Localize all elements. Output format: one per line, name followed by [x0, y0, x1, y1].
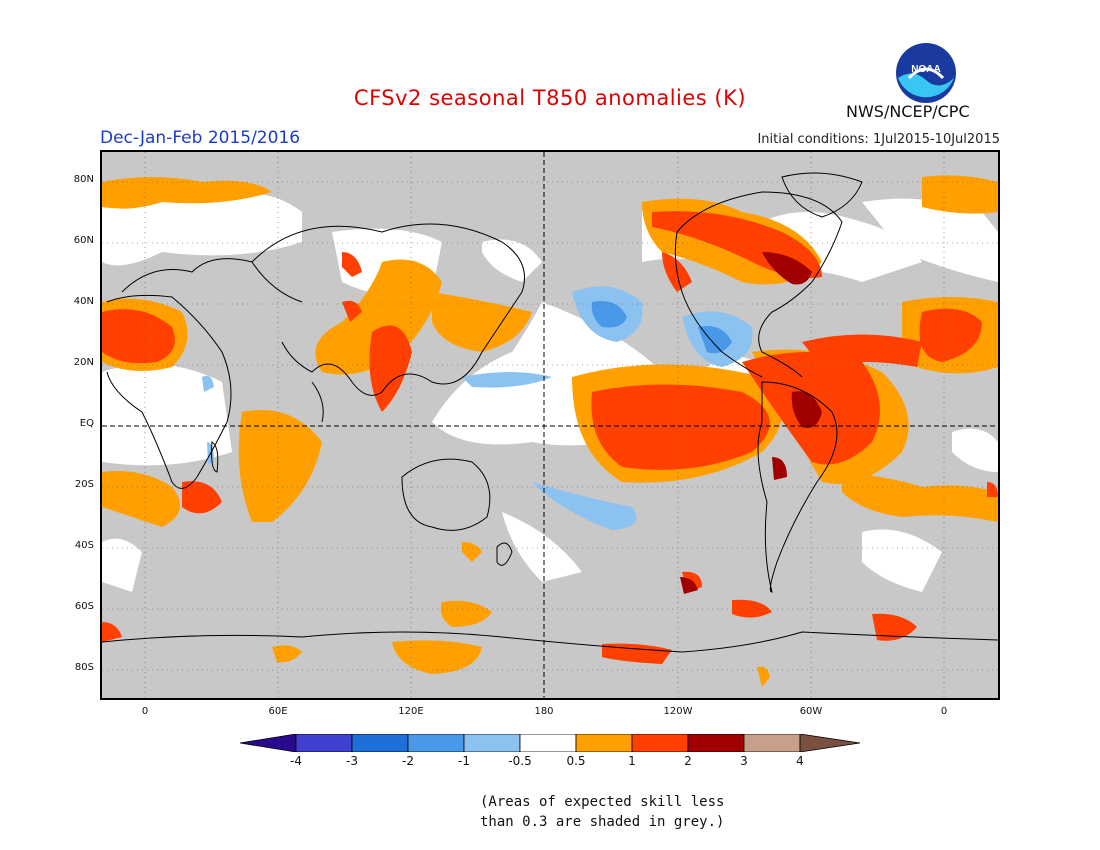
- map-canvas: [102, 152, 998, 698]
- colorbar-swatch: [240, 734, 297, 752]
- anomaly-map: [100, 150, 1000, 700]
- colorbar-label: -0.5: [508, 754, 532, 768]
- forecast-period: Dec-Jan-Feb 2015/2016: [100, 128, 301, 148]
- lon-label: 60W: [799, 706, 823, 717]
- logo-text: NOAA: [911, 64, 940, 75]
- lon-label: 0: [940, 706, 948, 717]
- map-grid: [102, 152, 998, 698]
- lon-label: 180: [534, 706, 554, 717]
- lat-label: 20S: [74, 479, 94, 490]
- colorbar-label: 2: [684, 754, 692, 768]
- reference-lines: [102, 152, 998, 698]
- colorbar-label: 4: [796, 754, 804, 768]
- colorbar-swatch: [519, 734, 577, 752]
- colorbar: [240, 734, 860, 752]
- lon-label: 120W: [663, 706, 693, 717]
- skill-footnote: (Areas of expected skill less than 0.3 a…: [480, 792, 724, 832]
- colorbar-label: 0.5: [566, 754, 586, 768]
- colorbar-swatch: [351, 734, 409, 752]
- lon-label: 120E: [398, 706, 424, 717]
- colorbar-label: -2: [402, 754, 414, 768]
- lat-label: 80N: [73, 174, 94, 185]
- colorbar-label: 3: [740, 754, 748, 768]
- agency-label: NWS/NCEP/CPC: [846, 102, 970, 121]
- colorbar-swatch: [743, 734, 801, 752]
- colorbar-label: -3: [346, 754, 358, 768]
- colorbar-swatch: [463, 734, 521, 752]
- lat-label: 20N: [73, 357, 94, 368]
- lat-label: 60N: [73, 235, 94, 246]
- footnote-line: (Areas of expected skill less: [480, 794, 725, 810]
- colorbar-swatch: [687, 734, 745, 752]
- lon-label: 0: [141, 706, 149, 717]
- initial-conditions: Initial conditions: 1Jul2015-10Jul2015: [757, 132, 1000, 147]
- lat-label: EQ: [79, 418, 94, 429]
- anomaly-darkred: [680, 252, 822, 594]
- colorbar-label: 1: [628, 754, 636, 768]
- noaa-logo-icon: NOAA: [896, 43, 956, 103]
- colorbar-label: -4: [290, 754, 302, 768]
- colorbar-swatch: [295, 734, 353, 752]
- colorbar-swatch: [407, 734, 465, 752]
- lat-label: 40N: [73, 296, 94, 307]
- chart-title: CFSv2 seasonal T850 anomalies (K): [353, 86, 747, 110]
- lat-label: 60S: [74, 601, 94, 612]
- footnote-line: than 0.3 are shaded in grey.): [480, 814, 725, 830]
- colorbar-swatch: [631, 734, 689, 752]
- colorbar-swatch: [799, 734, 860, 752]
- lat-label: 40S: [74, 540, 94, 551]
- colorbar-swatch: [575, 734, 633, 752]
- lat-label: 80S: [74, 662, 94, 673]
- colorbar-label: -1: [458, 754, 470, 768]
- lon-label: 60E: [268, 706, 288, 717]
- coastlines: [102, 172, 998, 653]
